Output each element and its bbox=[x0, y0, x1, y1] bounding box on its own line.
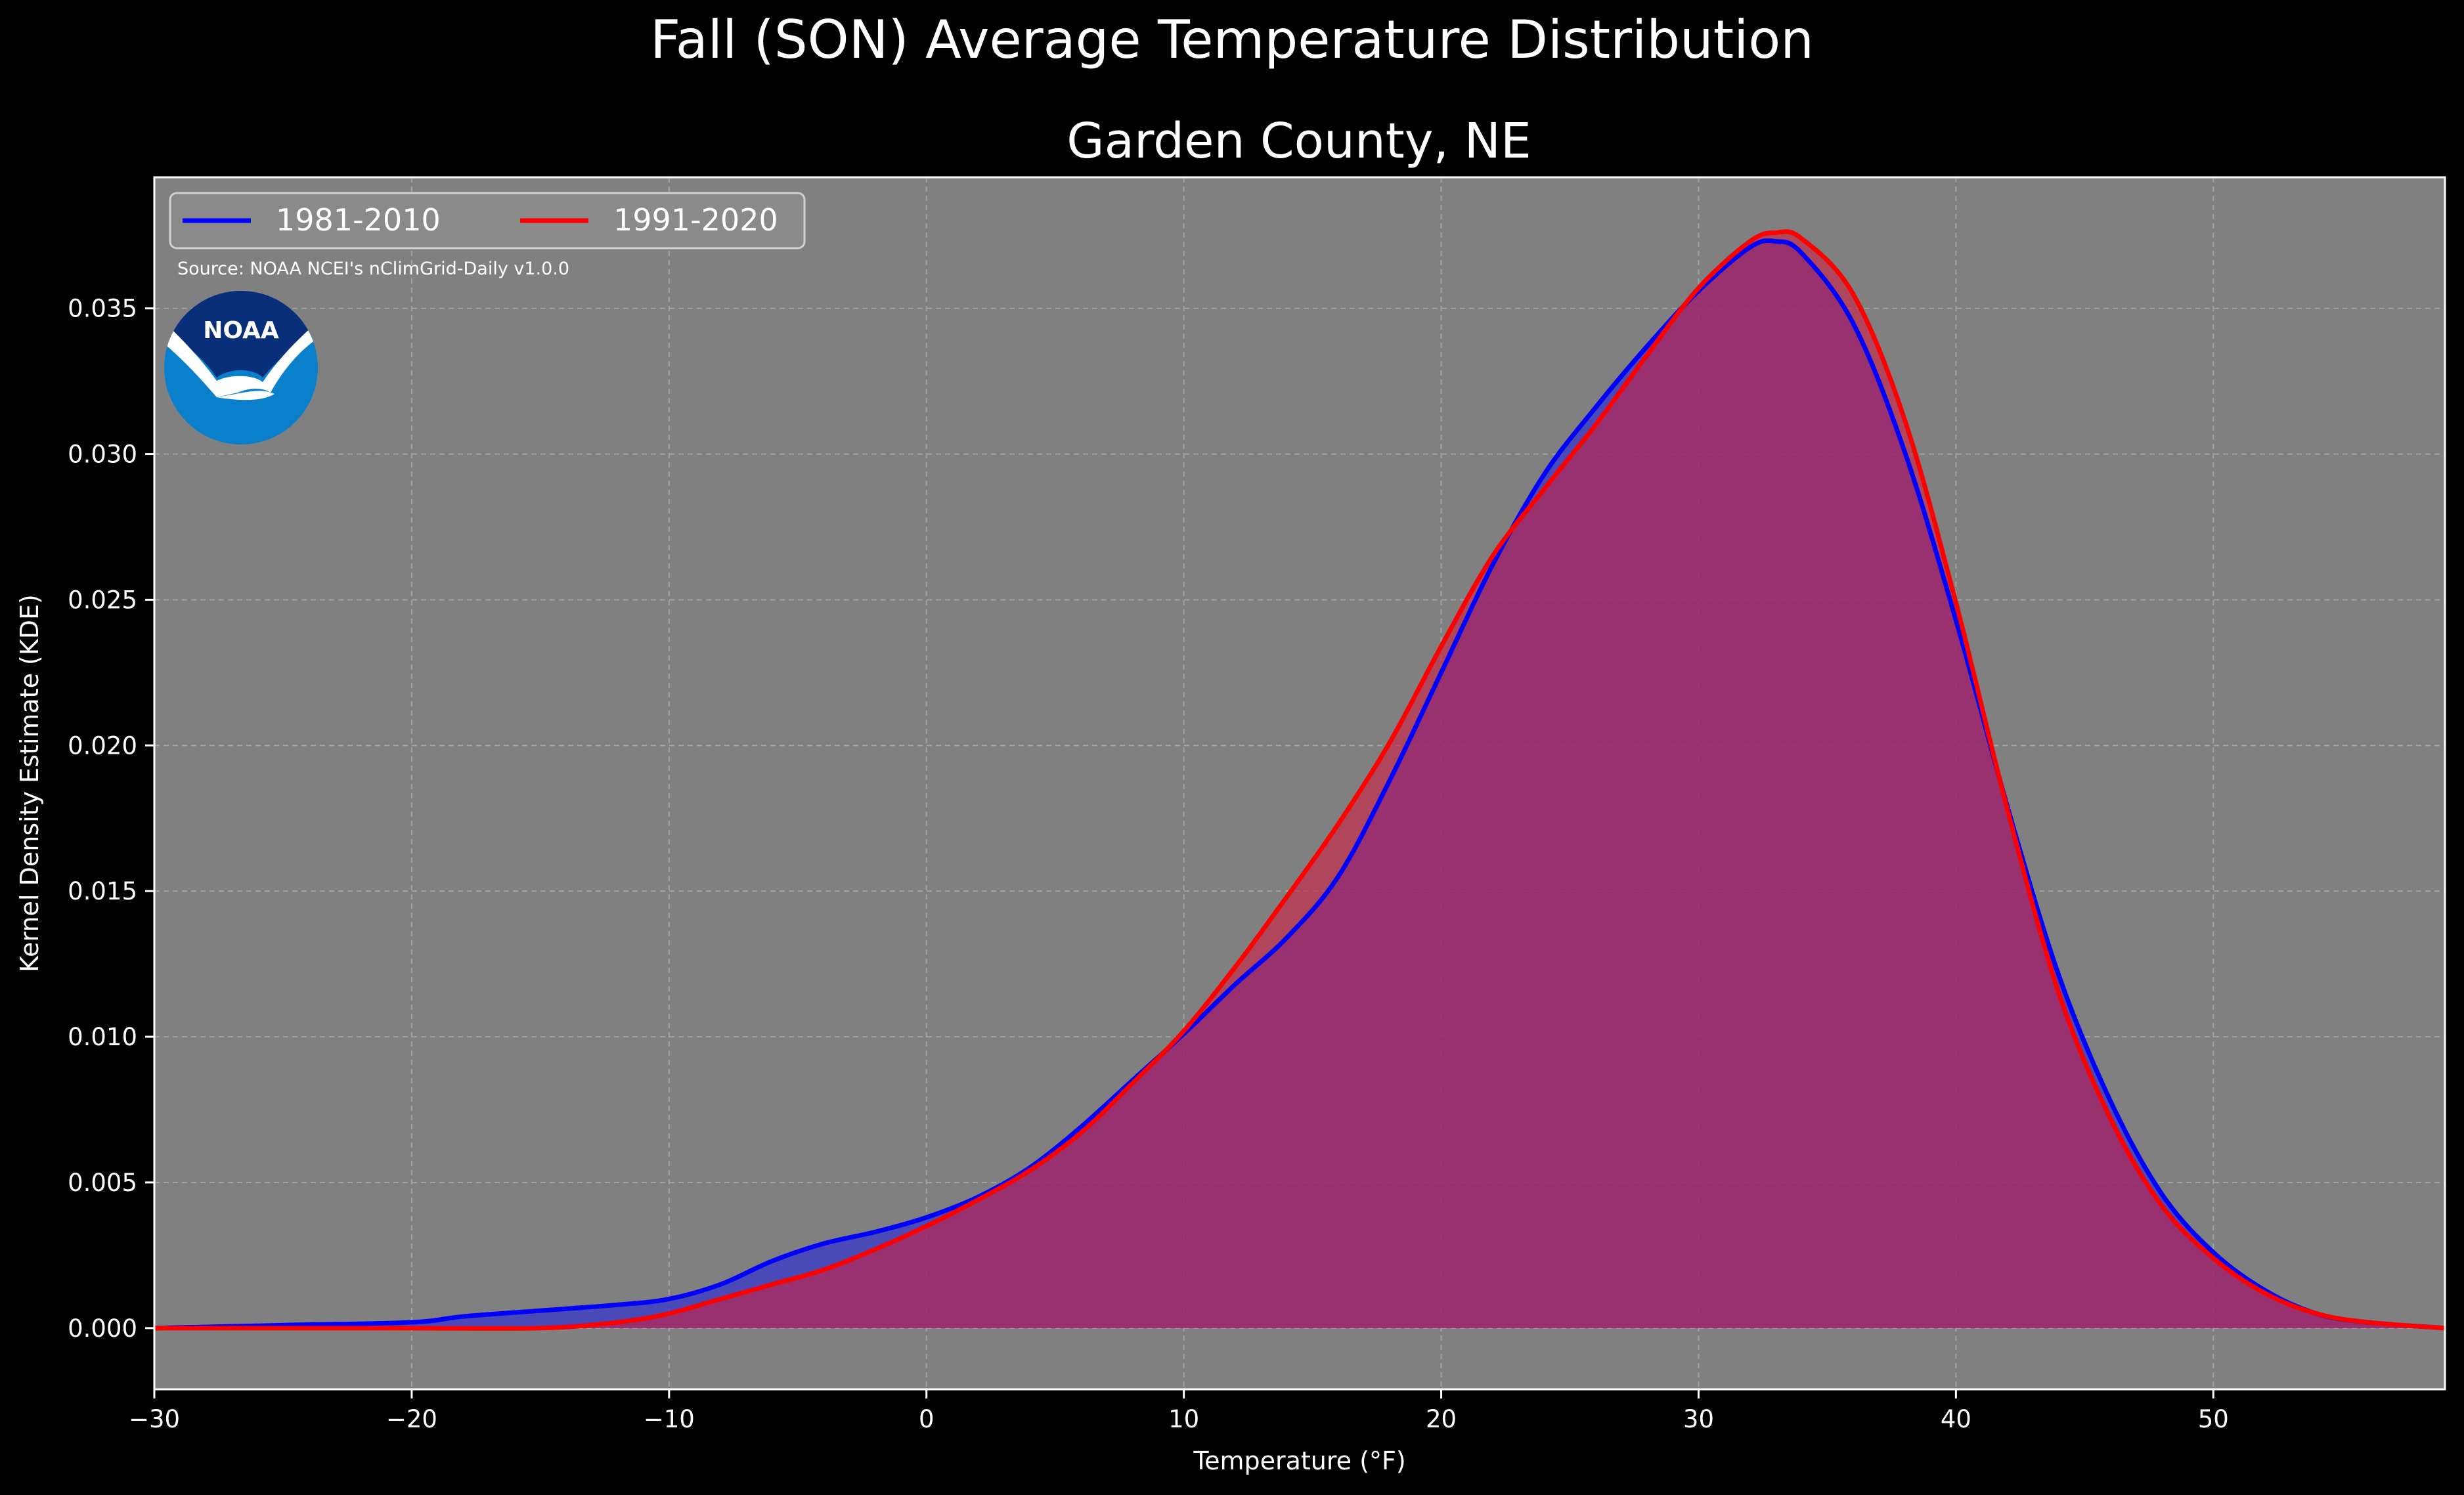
y-tick-label: 0.030 bbox=[68, 441, 137, 469]
y-tick-label: 0.005 bbox=[68, 1169, 137, 1197]
y-axis-label: Kernel Density Estimate (KDE) bbox=[15, 594, 44, 972]
y-tick-label: 0.035 bbox=[68, 295, 137, 323]
chart-title: Fall (SON) Average Temperature Distribut… bbox=[650, 9, 1814, 70]
line-1981-2010 bbox=[154, 238, 2446, 1331]
y-tick-label: 0.020 bbox=[68, 731, 137, 760]
noaa-logo-gull bbox=[165, 322, 318, 401]
y-tick-label: 0.000 bbox=[68, 1314, 137, 1343]
x-tick-label: 10 bbox=[1168, 1405, 1199, 1433]
line-1991-2020 bbox=[154, 229, 2446, 1331]
x-tick-label: 40 bbox=[1941, 1405, 1971, 1433]
noaa-logo-text: NOAA bbox=[203, 317, 279, 344]
y-tick-label: 0.025 bbox=[68, 586, 137, 614]
x-axis: −30 −20 −10 0 10 20 30 40 50 bbox=[129, 1389, 2229, 1433]
plot-frame bbox=[153, 176, 2446, 1391]
x-tick-label: −10 bbox=[644, 1405, 695, 1433]
noaa-logo: NOAA bbox=[164, 291, 318, 444]
x-tick-label: 30 bbox=[1683, 1405, 1714, 1433]
x-axis-label: Temperature (°F) bbox=[1193, 1446, 1405, 1475]
area-1991-2020 bbox=[154, 231, 2445, 1329]
legend-label-1991-2020: 1991-2020 bbox=[613, 202, 778, 238]
y-tick-label: 0.015 bbox=[68, 877, 137, 905]
x-tick-label: −20 bbox=[386, 1405, 437, 1433]
y-axis: 0.000 0.005 0.010 0.015 0.020 0.025 0.030 0.035 bbox=[68, 295, 154, 1343]
x-tick-label: 20 bbox=[1426, 1405, 1457, 1433]
density-lines bbox=[154, 229, 2446, 1331]
x-tick-label: 50 bbox=[2198, 1405, 2229, 1433]
legend-box bbox=[169, 192, 806, 249]
density-areas bbox=[154, 231, 2445, 1329]
x-tick-label: −30 bbox=[129, 1405, 180, 1433]
legend-label-1981-2010: 1981-2010 bbox=[276, 202, 441, 238]
source-note: Source: NOAA NCEI's nClimGrid-Daily v1.0… bbox=[177, 259, 569, 279]
chart-subtitle: Garden County, NE bbox=[1067, 113, 1531, 169]
legend: 1981-2010 1991-2020 bbox=[169, 192, 806, 249]
y-tick-label: 0.010 bbox=[68, 1023, 137, 1051]
x-tick-label: 0 bbox=[919, 1405, 935, 1433]
